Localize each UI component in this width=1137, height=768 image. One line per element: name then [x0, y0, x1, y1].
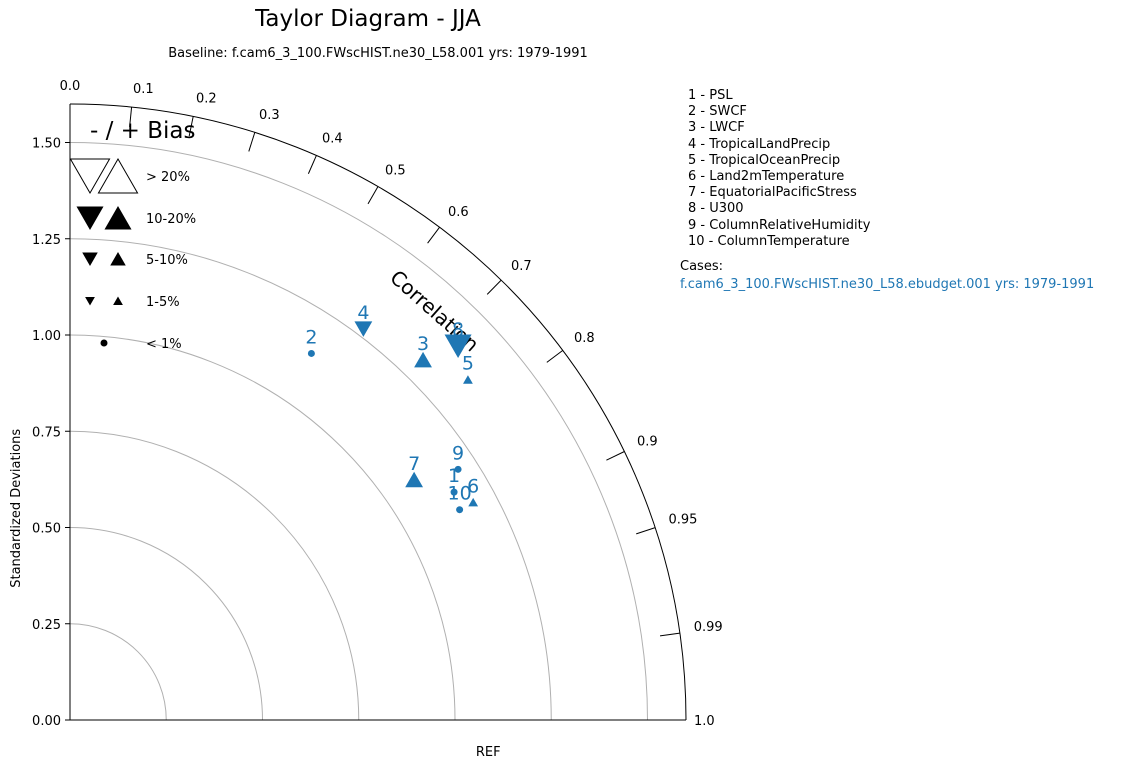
corr-tick	[546, 349, 564, 363]
corr-tick	[659, 632, 680, 637]
corr-tick-label: 0.1	[133, 82, 154, 97]
corr-tick	[248, 132, 256, 152]
cases-label: Cases:	[680, 259, 723, 274]
variable-entry: 10 - ColumnTemperature	[688, 233, 850, 249]
legend-entry-label: 1-5%	[146, 295, 180, 310]
variable-entry: 5 - TropicalOceanPrecip	[688, 152, 841, 168]
correlation-axis-label: Correlation	[385, 265, 483, 356]
x-axis-label: REF	[476, 745, 501, 760]
legend-up-triangle	[104, 205, 132, 230]
variable-entry: 4 - TropicalLandPrecip	[688, 136, 831, 152]
data-point-label: 4	[357, 302, 369, 324]
data-point-label: 6	[467, 475, 479, 497]
variable-entry: 6 - Land2mTemperature	[688, 169, 845, 185]
corr-tick	[636, 527, 656, 535]
rms-arc	[69, 142, 648, 721]
legend-up-triangle	[113, 296, 123, 305]
corr-tick-label: 0.99	[694, 620, 723, 635]
data-point-label: 5	[462, 353, 474, 375]
data-point-triangle	[354, 321, 373, 337]
legend-entry-label: < 1%	[146, 337, 182, 352]
legend-entry-label: 5-10%	[146, 253, 188, 268]
std-tick-label: 1.00	[32, 329, 61, 344]
data-point-dot	[450, 488, 458, 496]
corr-tick-label: 0.0	[60, 79, 81, 94]
data-point-label: 9	[452, 442, 464, 464]
corr-tick-label: 1.0	[694, 714, 715, 729]
rms-arc	[69, 623, 167, 721]
rms-arc	[69, 238, 552, 721]
corr-tick-label: 0.2	[196, 92, 217, 107]
corr-tick	[188, 116, 194, 137]
rms-arc	[69, 430, 360, 721]
data-point-label: 10	[448, 483, 472, 505]
variable-entry: 8 - U300	[688, 201, 744, 217]
data-point-label: 8	[452, 319, 464, 341]
corr-tick	[427, 226, 441, 244]
data-point-label: 7	[408, 453, 420, 475]
std-tick-label: 0.75	[32, 425, 61, 440]
corr-tick-label: 0.7	[511, 259, 532, 274]
data-point-dot	[307, 349, 315, 357]
corr-tick-label: 0.9	[637, 434, 658, 449]
legend-up-triangle	[97, 157, 139, 194]
data-point-triangle	[463, 375, 473, 384]
variable-entry: 9 - ColumnRelativeHumidity	[688, 217, 871, 233]
std-tick-label: 0.25	[32, 618, 61, 633]
data-point-label: 3	[417, 333, 429, 355]
variable-list: 1 - PSL 2 - SWCF 3 - LWCF 4 - TropicalLa…	[688, 88, 870, 250]
data-point-dot	[454, 465, 462, 473]
case-name: f.cam6_3_100.FWscHIST.ne30_L58.ebudget.0…	[680, 277, 1095, 292]
legend-down-triangle	[85, 297, 95, 306]
outer-arc	[69, 103, 687, 721]
legend-title: - / + Bias	[90, 118, 196, 144]
std-tick-label: 0.50	[32, 522, 61, 537]
corr-tick-label: 0.6	[448, 205, 469, 220]
data-point-dot	[456, 506, 464, 514]
data-point-triangle	[414, 351, 432, 368]
std-tick-label: 0.00	[32, 714, 61, 729]
legend-entry-label: > 20%	[146, 170, 190, 185]
legend-down-triangle	[76, 206, 104, 231]
data-point-triangle	[405, 471, 424, 488]
data-point-triangle	[468, 497, 479, 507]
rms-arc	[69, 527, 263, 721]
legend-dot-marker	[100, 339, 108, 347]
corr-tick-label: 0.3	[259, 108, 280, 123]
data-point-label: 2	[305, 326, 317, 348]
legend-entry-label: 10-20%	[146, 212, 196, 227]
chart-title: Taylor Diagram - JJA	[255, 6, 481, 32]
corr-tick-label: 0.4	[322, 132, 343, 147]
corr-tick	[486, 279, 502, 295]
corr-tick	[129, 107, 133, 128]
corr-tick	[307, 155, 317, 174]
variable-entry: 1 - PSL	[688, 88, 733, 103]
std-tick-label: 1.25	[32, 233, 61, 248]
variable-entry: 7 - EquatorialPacificStress	[688, 185, 857, 201]
corr-tick-label: 0.8	[574, 331, 595, 346]
std-tick-label: 1.50	[32, 137, 61, 152]
corr-tick	[367, 186, 379, 205]
legend-up-triangle	[110, 251, 126, 266]
variable-entry: 2 - SWCF	[688, 104, 747, 120]
baseline-subtitle: Baseline: f.cam6_3_100.FWscHIST.ne30_L58…	[168, 46, 588, 61]
corr-tick-label: 0.95	[669, 512, 698, 527]
y-axis-label: Standardized Deviations	[9, 429, 24, 588]
data-point-triangle	[444, 334, 472, 358]
variable-entry: 3 - LWCF	[688, 120, 745, 136]
corr-tick	[606, 451, 625, 461]
corr-tick-label: 0.5	[385, 163, 406, 178]
rms-arc	[69, 334, 456, 721]
legend-down-triangle	[82, 252, 98, 267]
legend-down-triangle	[69, 158, 111, 195]
